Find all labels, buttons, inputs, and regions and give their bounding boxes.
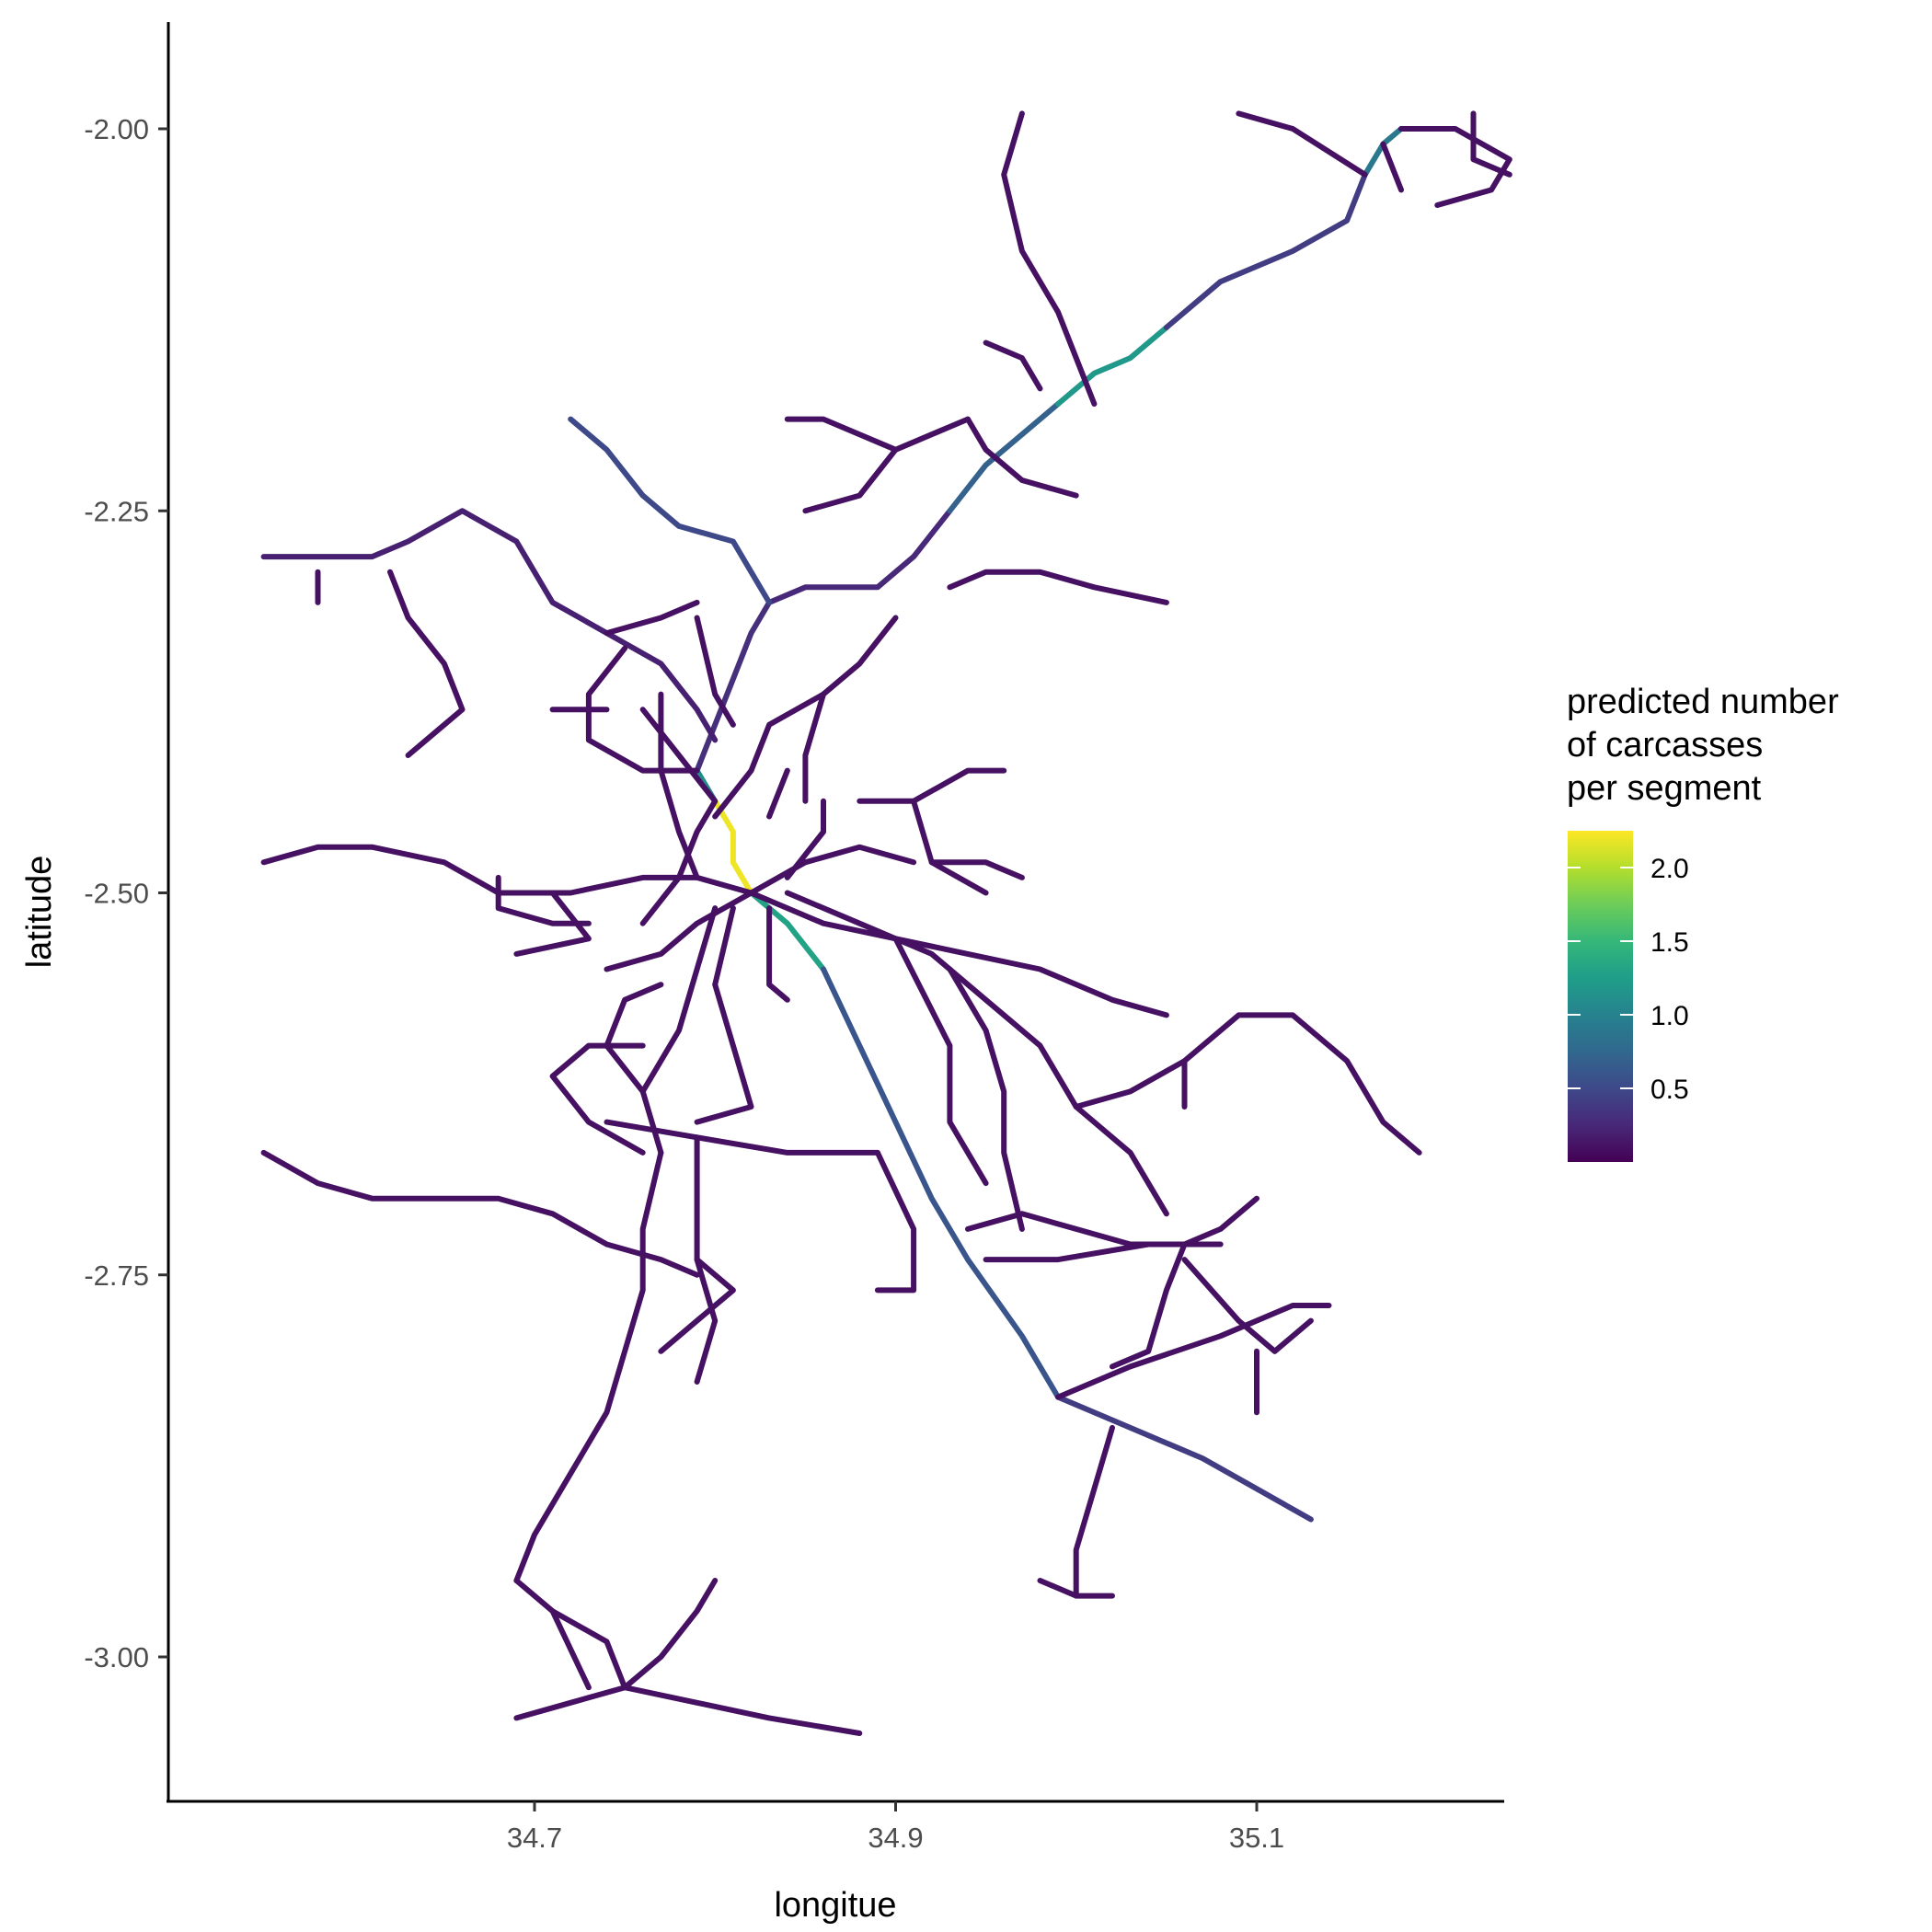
road-segment: [694, 615, 736, 728]
road-segment: [947, 966, 1025, 1232]
y-tick-label: -2.00: [84, 113, 149, 145]
road-segment: [712, 691, 826, 820]
y-tick-label: -2.50: [84, 878, 149, 910]
road-segment: [260, 1149, 700, 1278]
road-segment: [748, 890, 826, 972]
road-segment: [1236, 110, 1368, 178]
x-axis-ticks: 34.7 34.9 35.1: [507, 1801, 1284, 1854]
legend-title-line-3: per segment: [1567, 769, 1762, 808]
road-segment: [947, 401, 1062, 514]
road-segment: [784, 798, 826, 880]
road-segment: [784, 890, 1169, 1217]
legend-tick-label: 2.0: [1650, 854, 1689, 884]
legend-tick-label: 1.0: [1650, 1001, 1689, 1031]
road-segment: [694, 905, 754, 1125]
road-segment: [1163, 171, 1368, 330]
road-segment: [549, 1042, 646, 1156]
road-segment: [1001, 110, 1098, 407]
road-segment: [639, 707, 719, 804]
road-segment: [1110, 1241, 1188, 1370]
road-segment: [1055, 1303, 1332, 1400]
road-segment: [892, 936, 989, 1187]
x-axis-title: longitue: [774, 1886, 896, 1925]
legend-tick-label: 0.5: [1650, 1075, 1689, 1105]
road-segment: [639, 798, 719, 926]
road-segment: [1037, 1578, 1079, 1599]
y-tick-label: -2.25: [84, 495, 149, 527]
road-segment: [694, 599, 773, 774]
road-segment: [928, 859, 1025, 880]
road-segment: [748, 890, 1169, 1018]
road-segment: [947, 569, 1169, 605]
road-segment: [549, 1608, 592, 1691]
road-segment: [802, 446, 899, 514]
road-segment: [821, 966, 1062, 1400]
road-segment: [1181, 1257, 1314, 1354]
legend-ticks: 2.0 1.5 1.0 0.5: [1568, 854, 1689, 1105]
road-segment: [1055, 324, 1169, 407]
road-segment: [748, 844, 917, 896]
road-segment: [784, 416, 971, 453]
road-segment: [766, 767, 790, 820]
x-tick-label: 34.9: [868, 1822, 923, 1854]
road-segment: [766, 508, 953, 605]
road-segment: [1362, 126, 1404, 178]
road-segment: [802, 691, 826, 804]
road-segment: [766, 905, 790, 1003]
road-segment: [658, 1257, 736, 1354]
road-segment: [604, 599, 700, 637]
road-segment: [387, 569, 466, 758]
x-tick-label: 34.7: [507, 1822, 562, 1854]
road-segment: [1398, 126, 1512, 208]
road-segment: [1055, 1394, 1314, 1523]
road-segments: [260, 110, 1512, 1736]
road-segment: [1470, 110, 1512, 178]
road-segment: [857, 767, 1007, 804]
x-tick-label: 35.1: [1229, 1822, 1284, 1854]
road-segment: [1073, 1012, 1422, 1156]
legend-title-line-2: of carcasses: [1567, 726, 1763, 765]
y-axis-title: latitude: [20, 856, 59, 969]
road-segment: [639, 905, 719, 1156]
road-segment: [911, 798, 989, 896]
road-segment: [260, 508, 719, 743]
y-axis-ticks: -2.00 -2.25 -2.50 -2.75 -3.00: [84, 113, 168, 1673]
legend-tick-label: 1.5: [1650, 927, 1689, 958]
y-tick-label: -3.00: [84, 1641, 149, 1673]
road-segment: [604, 890, 754, 972]
road-segment: [513, 890, 592, 957]
road-segment: [568, 416, 773, 605]
road-segment: [513, 1578, 628, 1721]
road-segment: [495, 874, 592, 926]
legend-colorbar: [1568, 831, 1633, 1162]
road-segment: [965, 416, 1079, 499]
road-segment: [1380, 141, 1404, 193]
legend-title-line-1: predicted number: [1567, 683, 1839, 721]
road-segment: [712, 798, 754, 896]
road-segment: [983, 339, 1043, 392]
road-segment: [965, 1211, 1188, 1248]
road-segment: [874, 1149, 917, 1294]
road-segment: [260, 844, 754, 896]
road-segment: [513, 1149, 664, 1583]
road-segment: [821, 615, 899, 697]
y-tick-label: -2.75: [84, 1259, 149, 1292]
road-segment: [604, 982, 664, 1095]
road-segment: [622, 1578, 719, 1691]
road-segment: [1181, 1195, 1259, 1248]
road-segment: [604, 1119, 880, 1156]
legend: predicted number of carcasses per segmen…: [1567, 683, 1839, 1162]
road-segment: [622, 1685, 863, 1736]
road-segment: [1073, 1424, 1115, 1599]
